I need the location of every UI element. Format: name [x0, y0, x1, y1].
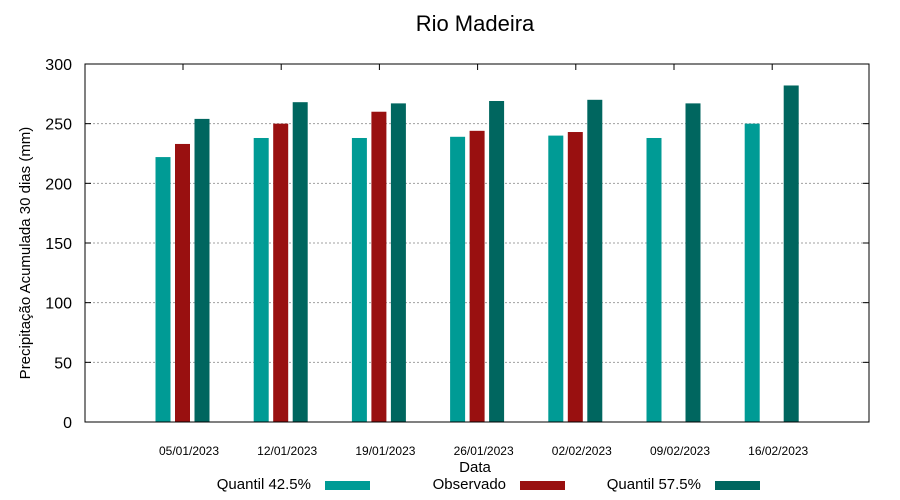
- y-tick-label: 100: [45, 296, 72, 313]
- legend-label: Observado: [433, 476, 506, 493]
- legend-label: Quantil 57.5%: [607, 476, 701, 493]
- legend-swatch: [325, 481, 370, 490]
- y-tick-label: 300: [45, 57, 72, 74]
- y-axis-label: Precipitação Acumulada 30 dias (mm): [17, 127, 34, 380]
- bar-observado-0: [175, 143, 190, 422]
- bar-quantil-57-5--5: [685, 103, 701, 422]
- bar-observado-4: [567, 132, 583, 422]
- legend-label: Quantil 42.5%: [217, 476, 311, 493]
- y-tick-label: 0: [63, 415, 72, 432]
- x-tick-labels: 05/01/2023 12/01/2023 19/01/2023 26/01/2023…: [159, 64, 809, 458]
- x-tick-label: 12/01/2023: [257, 444, 317, 458]
- bar-quantil-57-5--0: [194, 118, 210, 422]
- bar-quantil-57-5--6: [783, 85, 799, 422]
- x-tick-label: 16/02/2023: [748, 444, 808, 458]
- legend-swatch: [715, 481, 760, 490]
- bar-layer: [155, 85, 799, 423]
- bar-observado-1: [273, 123, 289, 423]
- legend-swatch: [520, 481, 565, 490]
- bar-quantil-42-5--0: [155, 157, 171, 422]
- y-tick-label: 150: [45, 236, 72, 253]
- bar-quantil-42-5--5: [646, 137, 662, 422]
- x-axis-label: Data: [459, 459, 491, 476]
- y-tick-labels: 0 50 100 150 200 250 300: [45, 57, 869, 432]
- x-tick-label: 26/01/2023: [454, 444, 514, 458]
- bar-observado-3: [469, 130, 485, 422]
- bar-quantil-42-5--2: [351, 137, 367, 422]
- bar-quantil-57-5--2: [390, 103, 406, 422]
- bar-quantil-57-5--3: [489, 100, 505, 422]
- bar-quantil-42-5--3: [450, 136, 466, 422]
- bar-quantil-42-5--1: [253, 137, 269, 422]
- bar-quantil-42-5--4: [548, 135, 564, 422]
- x-tick-label: 09/02/2023: [650, 444, 710, 458]
- y-tick-label: 50: [54, 355, 72, 372]
- bar-quantil-57-5--4: [587, 99, 603, 423]
- bar-quantil-42-5--6: [744, 123, 760, 423]
- x-tick-label: 05/01/2023: [159, 444, 219, 458]
- legend: Quantil 42.5% Observado Quantil 57.5%: [217, 476, 760, 493]
- bar-quantil-57-5--1: [292, 102, 308, 422]
- x-tick-label: 02/02/2023: [552, 444, 612, 458]
- chart-title: Rio Madeira: [416, 11, 535, 36]
- bar-observado-2: [371, 111, 387, 422]
- y-tick-label: 250: [45, 117, 72, 134]
- y-tick-label: 200: [45, 176, 72, 193]
- x-tick-label: 19/01/2023: [355, 444, 415, 458]
